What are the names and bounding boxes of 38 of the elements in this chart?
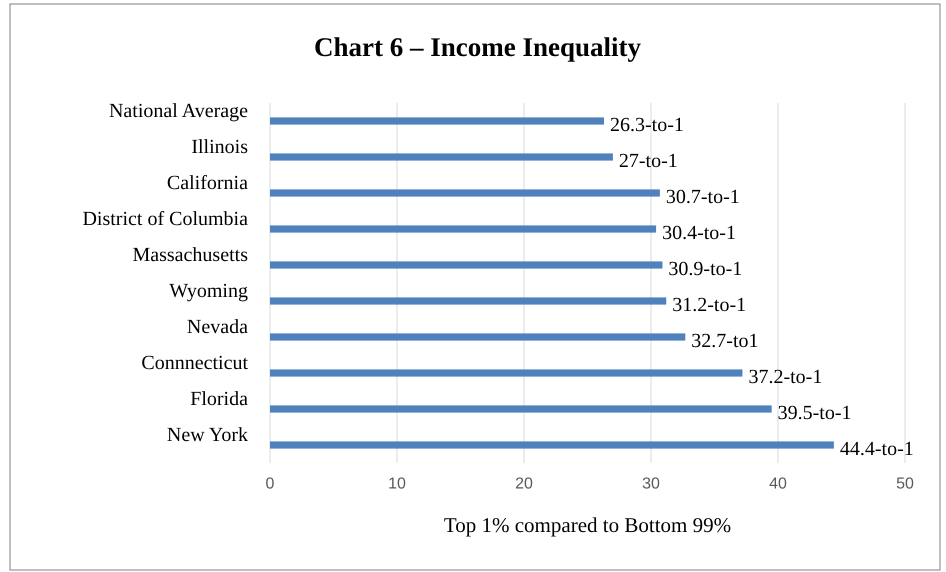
y-tick-label: District of Columbia [82,208,248,230]
y-tick-label: Connnecticut [141,352,248,374]
y-tick-label: Massachusetts [132,244,248,266]
data-label: 44.4-to-1 [840,438,914,460]
y-tick-label: Wyoming [169,280,248,302]
y-tick-label: Illinois [191,136,248,158]
bar [270,117,604,125]
bar [270,441,834,449]
y-tick-label: New York [166,424,248,446]
data-label: 37.2-to-1 [748,366,822,388]
chart-title: Chart 6 – Income Inequality [314,32,642,62]
data-label: 27-to-1 [618,150,678,172]
bar [270,405,772,413]
data-label: 30.7-to-1 [666,186,740,208]
data-label: 39.5-to-1 [778,402,852,424]
y-tick-label: National Average [108,100,248,122]
x-tick-label: 30 [642,475,660,492]
bar [270,261,662,269]
x-tick-label: 50 [896,475,914,492]
data-label: 31.2-to-1 [672,294,746,316]
bar [270,333,686,341]
bar [270,297,666,305]
x-tick-label: 10 [388,475,406,492]
bar [270,369,742,377]
bar [270,189,660,197]
data-label: 26.3-to-1 [610,114,684,136]
data-label: 30.9-to-1 [668,258,742,280]
y-tick-label: California [166,172,248,194]
bar [270,153,613,161]
data-label: 30.4-to-1 [662,222,736,244]
x-tick-label: 0 [266,475,275,492]
x-tick-label: 20 [515,475,533,492]
x-tick-label: 40 [769,475,787,492]
data-label: 32.7-to1 [691,330,759,352]
y-tick-label: Florida [190,388,248,410]
y-tick-label: Nevada [186,316,248,338]
bar [270,225,656,233]
x-axis-title: Top 1% compared to Bottom 99% [444,513,732,537]
